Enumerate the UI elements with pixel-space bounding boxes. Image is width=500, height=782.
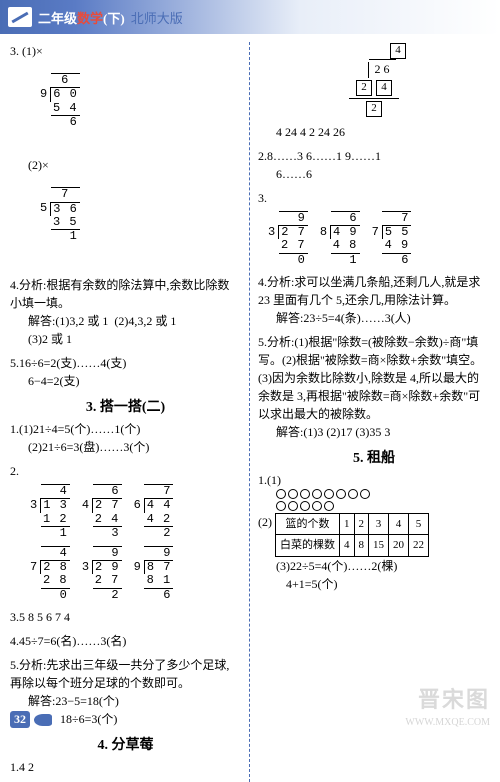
long-division-3-2: 7 53 6 3 5 1 [38,174,104,269]
box-s2: 4 [376,80,392,96]
q4-ans-label: 解答: [28,314,55,328]
s3q5-ans-label: 解答: [28,694,55,708]
q4-a3: (3)2 或 1 [28,332,72,346]
rq5-ans-label: 解答: [276,425,303,439]
rq2-label: 2. [258,149,267,163]
long-division-3-1: 6 96 0 5 4 6 [38,60,104,155]
s3q5-a2: 18÷6=3(个) [60,712,117,726]
box-dividend: 2 6 [369,59,396,78]
q5-l1: 16÷6=2(支)……4(支) [19,356,126,370]
s5q1-p3: (3)22÷5=4(个)……2(棵) [258,557,490,575]
ld-1: 431 31 21 [28,484,70,540]
page-number: 32 [10,711,30,728]
rq4-answer: 23÷5=4(条)……3(人) [303,311,410,325]
q5: 5.16÷6=2(支)……4(支) 6−4=2(支) [10,354,241,390]
s3q3-label: 3. [10,610,19,624]
fish-icon [34,714,52,726]
box-quot: 4 [390,43,406,59]
q4-a1: (1)3,2 或 1 [55,314,108,328]
s3q1-l2: (2)21÷6=3(盘)……3(个) [10,438,241,456]
section-3-title: 3. 搭一搭(二) [10,396,241,416]
ld-2: 642 72 43 [80,484,122,540]
subject-text: 数学 [77,11,103,26]
q4: 4.分析:根据有余数的除法算中,余数比除数小填一填。 解答:(1)3,2 或 1… [10,276,241,348]
s5q1-p4: 4+1=5(个) [258,575,490,593]
page-footer: 32 [10,711,52,728]
s4q1: 1.4 2 [10,758,241,776]
s5q1-label: 1. [258,473,267,487]
grade-text: 二年级 [38,11,77,26]
q5-l2: 6−4=2(支) [10,372,241,390]
s5q1: 1.(1) (2) 篮的个数12345 白菜的棵数48152022 (3)22÷… [258,471,490,593]
rq5: 5.分析:(1)根据"除数=(被除数−余数)÷商"填写。(2)根据"被除数=商×… [258,333,490,441]
box-rem: 2 [366,101,382,117]
s3q5-a1: 23−5=18(个) [55,694,119,708]
box-division: 4 2 6 24 2 [334,42,414,117]
q4-analysis-label: 分析: [19,278,46,292]
rq2-l2: 6……6 [258,165,490,183]
box-divisor-mark [353,62,369,78]
rq2-l1: 8……3 6……1 9……1 [267,149,381,163]
rq3-label: 3. [258,191,267,205]
s3q1-l1: (1)21÷4=5(个)……1(个) [19,422,140,436]
dots-row-1 [258,489,490,499]
q5-label: 5. [10,356,19,370]
page-header: 二年级数学(下) 北师大版 [0,0,500,34]
s3q5-label: 5. [10,658,19,672]
q4-label: 4. [10,278,19,292]
rld-2: 684 94 81 [318,211,360,267]
section-4-title: 4. 分草莓 [10,734,241,754]
s5q1-p2: (2) [258,515,272,529]
rq4: 4.分析:求可以坐满几条船,还剩几人,就是求 23 里面有几个 5,还余几,用除… [258,273,490,327]
s3q1-label: 1. [10,422,19,436]
notebook-icon [8,7,32,27]
rq4-ans-label: 解答: [276,311,303,325]
s5q1-p1: (1) [267,473,281,487]
s3q5-an-label: 分析: [19,658,46,672]
s3q1: 1.(1)21÷4=5(个)……1(个) (2)21÷6=3(盘)……3(个) [10,420,241,456]
q3: 3. (1)× 6 96 0 5 4 6 (2)× 7 53 6 3 5 1 [10,42,241,270]
s3q3-text: 5 8 5 6 7 4 [19,610,70,624]
right-column: 4 2 6 24 2 4 24 4 2 24 26 2.8……3 6……1 9…… [250,42,490,782]
s3q4: 4.45÷7=6(名)……3(名) [10,632,241,650]
rq4-label: 4. [258,275,267,289]
s4q1-label: 1. [10,760,19,774]
edition-text: 北师大版 [131,8,183,27]
header-title: 二年级数学(下) [38,8,125,27]
section-5-title: 5. 租船 [258,447,490,467]
rq2: 2.8……3 6……1 9……1 6……6 [258,147,490,183]
ld-5: 932 92 72 [80,546,122,602]
q3-p2-label: (2)× [28,158,49,172]
rq5-an-label: 分析: [267,335,294,349]
watermark: 晋宋图 [418,682,490,714]
basket-table: 篮的个数12345 白菜的棵数48152022 [275,513,429,557]
seq-text: 4 24 4 2 24 26 [258,123,490,141]
ld-4: 472 82 80 [28,546,70,602]
ld-3: 764 44 22 [132,484,174,540]
rq3: 3. 932 72 70 684 94 81 775 54 96 [258,189,490,267]
s3q2-label: 2. [10,464,19,478]
rq4-an-label: 分析: [267,275,294,289]
dots-row-2 [258,501,490,511]
rq5-answer: (1)3 (2)17 (3)35 3 [303,425,390,439]
s4q1-text: 4 2 [19,760,34,774]
ld-6: 998 78 16 [132,546,174,602]
q3-p1-label: (1)× [22,44,43,58]
s3q4-label: 4. [10,634,19,648]
s3q2: 2. 431 31 21 642 72 43 764 44 22 472 82 … [10,462,241,602]
left-column: 3. (1)× 6 96 0 5 4 6 (2)× 7 53 6 3 5 1 4… [10,42,250,782]
q3-label: 3. [10,44,19,58]
box-s1: 2 [356,80,372,96]
content-columns: 3. (1)× 6 96 0 5 4 6 (2)× 7 53 6 3 5 1 4… [0,34,500,782]
watermark-url: WWW.MXQE.COM [405,717,490,728]
volume-text: (下) [103,11,125,26]
rq5-label: 5. [258,335,267,349]
rld-3: 775 54 96 [370,211,412,267]
s3q3: 3.5 8 5 6 7 4 [10,608,241,626]
rld-1: 932 72 70 [266,211,308,267]
q4-a2: (2)4,3,2 或 1 [114,314,176,328]
s3q4-text: 45÷7=6(名)……3(名) [19,634,126,648]
